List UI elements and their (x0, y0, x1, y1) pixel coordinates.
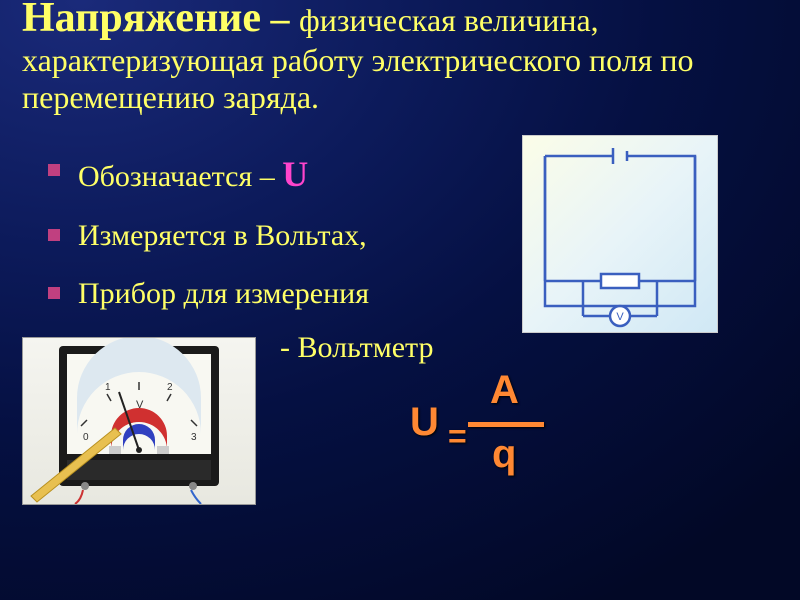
formula-lhs: U (410, 400, 439, 445)
svg-text:2: 2 (167, 382, 173, 393)
circuit-diagram: V (522, 135, 718, 333)
formula-denominator: q (492, 432, 516, 477)
svg-text:0: 0 (83, 432, 89, 443)
voltage-symbol-u: U (282, 154, 308, 194)
voltmeter-photo: 0 1 2 3 V (22, 337, 256, 505)
formula-numerator: A (490, 368, 519, 413)
voltmeter-v-label: V (616, 311, 624, 323)
circuit-svg: V (523, 136, 717, 332)
svg-text:3: 3 (191, 432, 197, 443)
formula-fraction-bar (468, 422, 544, 427)
voltmeter-label: - Вольтметр (280, 331, 434, 365)
bullet-symbol-text: Обозначается – (78, 160, 282, 193)
title-term: Напряжение (22, 0, 261, 41)
bullet-list: Обозначается – U Измеряется в Вольтах, П… (48, 152, 528, 332)
svg-text:1: 1 (105, 382, 111, 393)
voltmeter-svg: 0 1 2 3 V (23, 338, 255, 504)
slide: Напряжение – физическая величина, характ… (0, 0, 800, 600)
formula-voltage: U = A q (410, 362, 610, 462)
title-block: Напряжение – физическая величина, характ… (22, 0, 762, 116)
bullet-symbol: Обозначается – U (48, 152, 528, 197)
bullet-instrument: Прибор для измерения (48, 275, 528, 313)
title-dash: – (261, 0, 299, 40)
bullet-unit: Измеряется в Вольтах, (48, 217, 528, 255)
formula-equals: = (448, 418, 467, 455)
